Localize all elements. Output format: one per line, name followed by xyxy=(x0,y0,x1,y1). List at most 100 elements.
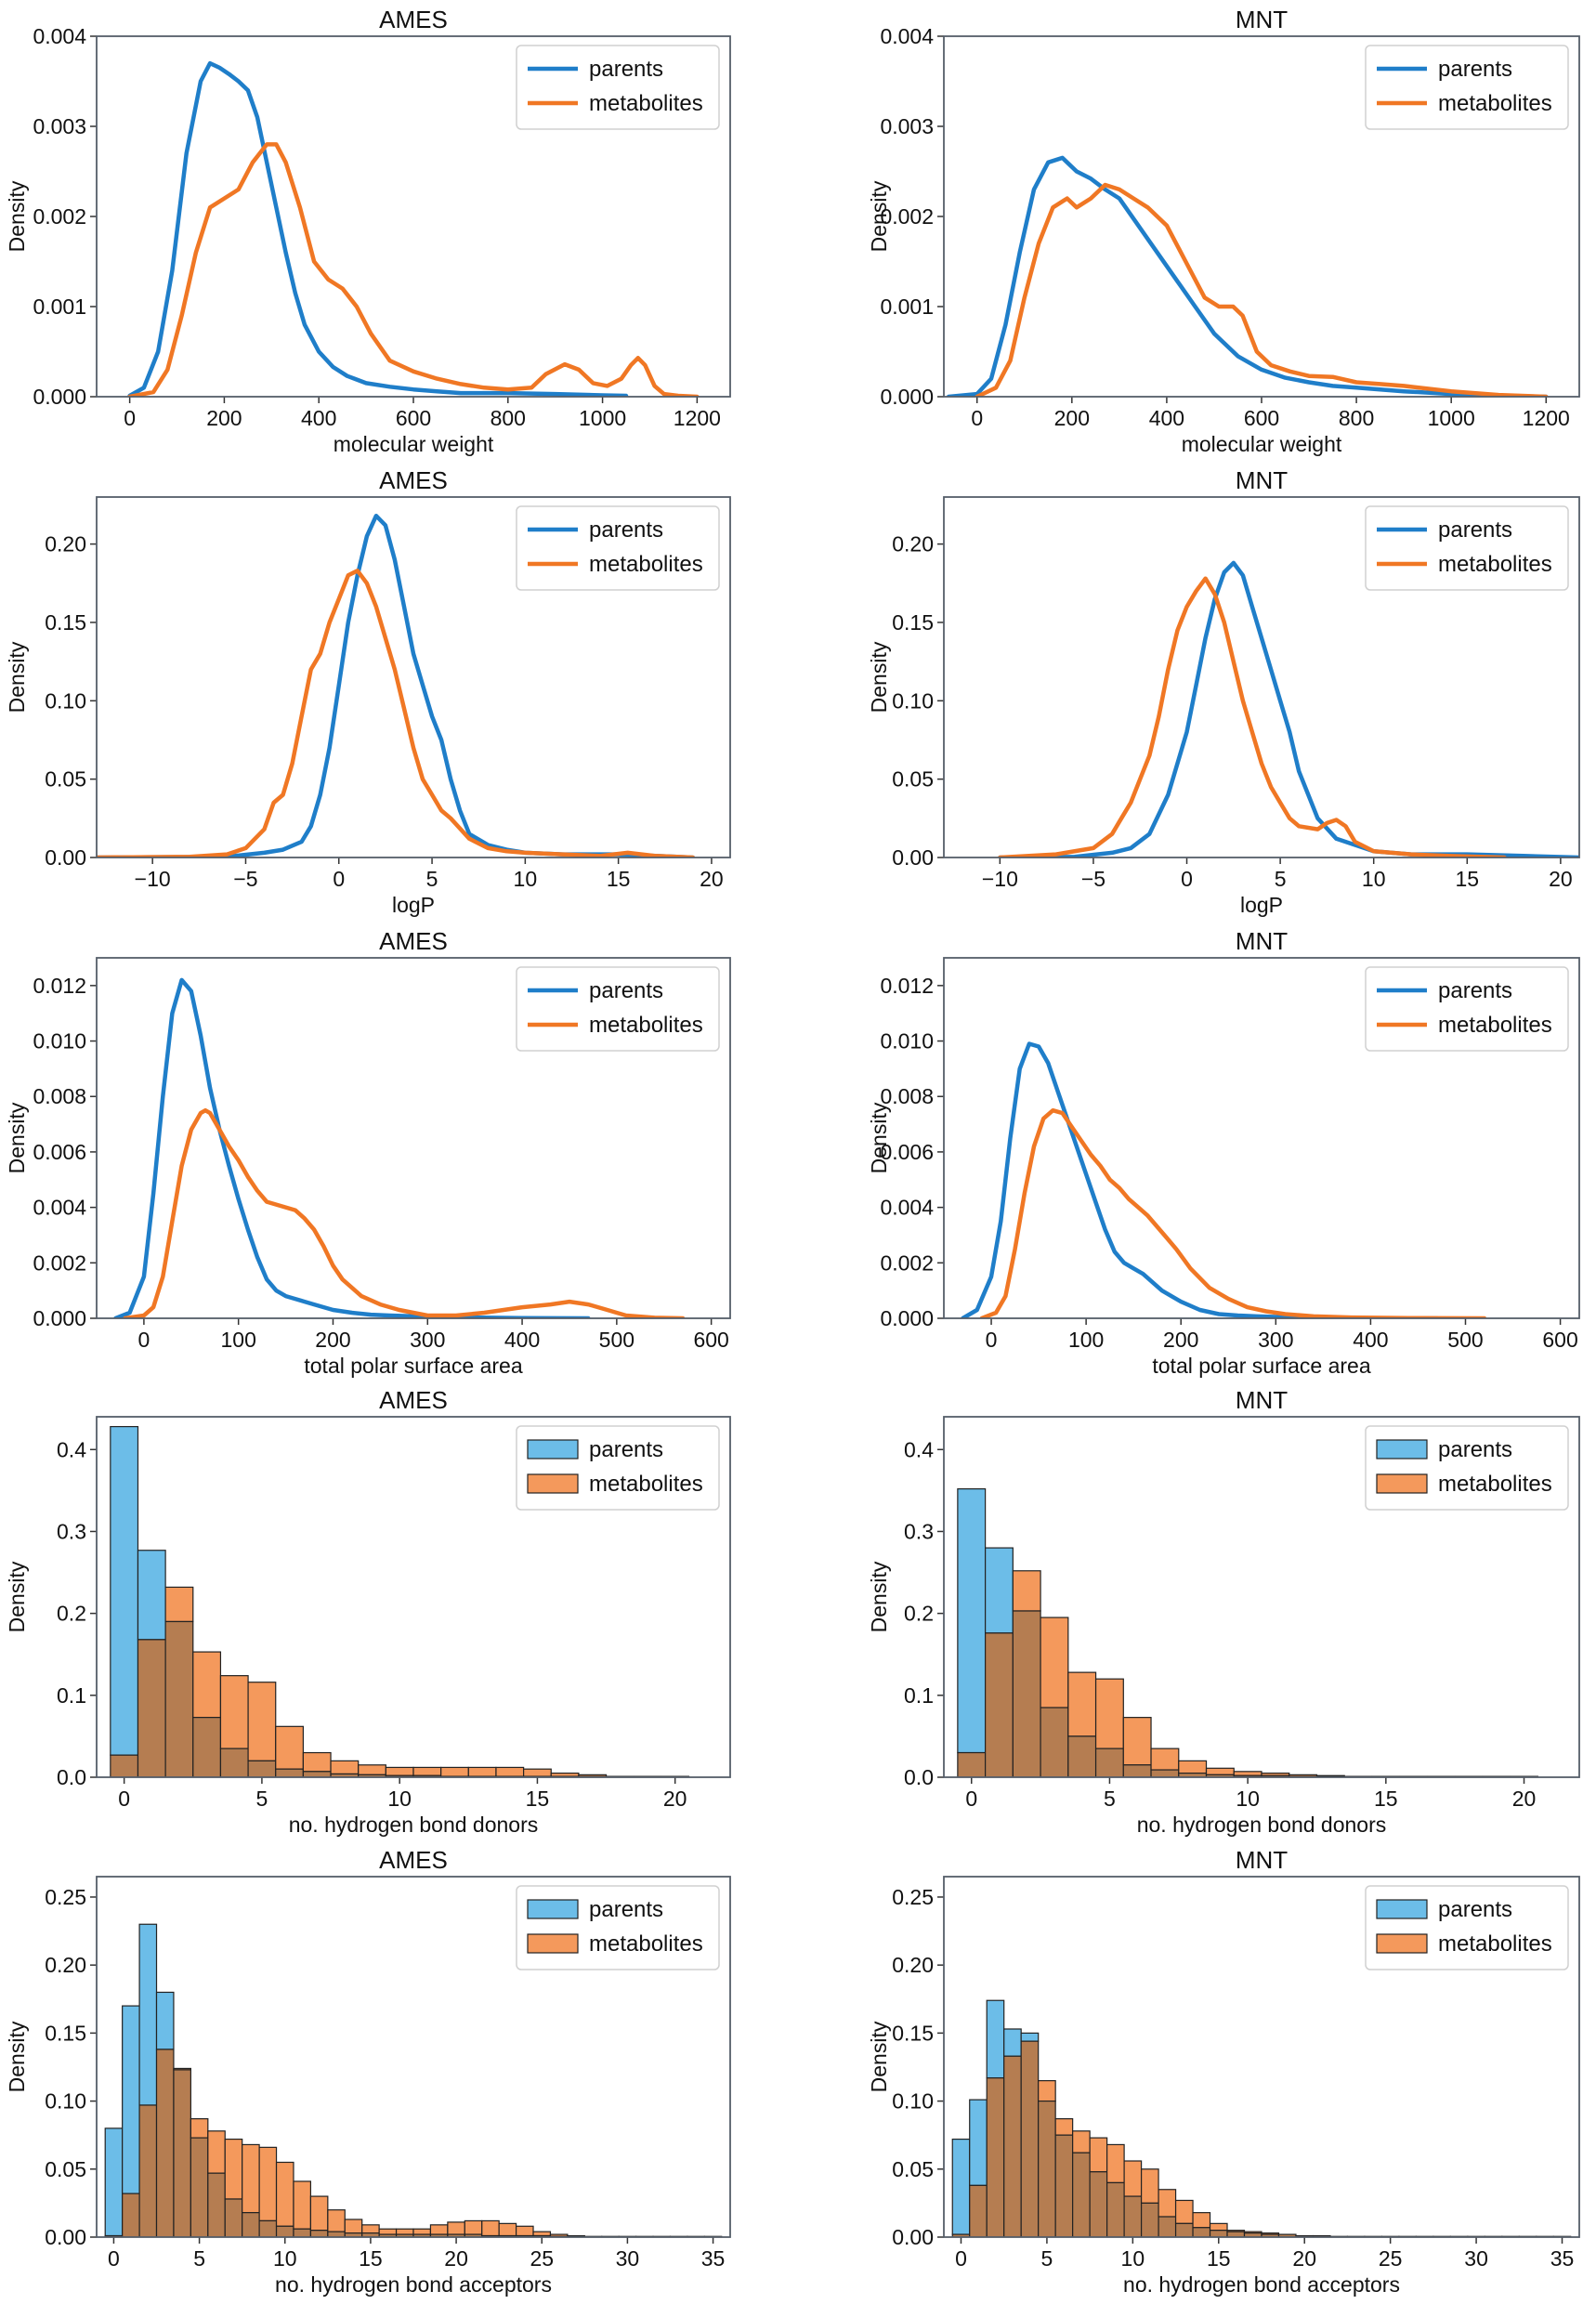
y-tick-label: 0.05 xyxy=(45,767,86,792)
bar-overlap xyxy=(1176,2223,1193,2237)
legend-swatch-parents xyxy=(528,1440,578,1459)
y-tick-label: 0.20 xyxy=(45,532,86,556)
x-tick-label: 1200 xyxy=(674,406,721,430)
bar-metabolites xyxy=(331,1761,359,1774)
chart-title: MNT xyxy=(1236,1386,1288,1414)
bar-overlap xyxy=(1090,2172,1106,2237)
bar-overlap xyxy=(958,1753,986,1777)
x-tick-label: 200 xyxy=(1054,406,1090,430)
bar-overlap xyxy=(1004,2056,1021,2237)
bar-metabolites xyxy=(1179,1761,1207,1773)
y-tick-label: 0.05 xyxy=(892,767,934,792)
x-tick-label: 20 xyxy=(444,2246,468,2271)
bar-overlap xyxy=(165,1621,193,1777)
x-tick-label: 5 xyxy=(1104,1787,1116,1811)
y-tick-label: 0.012 xyxy=(880,974,934,998)
bar-overlap xyxy=(1013,1611,1040,1777)
bar-parents xyxy=(137,1551,165,1640)
chart-title: MNT xyxy=(1236,1846,1288,1874)
bar-metabolites xyxy=(379,2229,396,2234)
bar-metabolites xyxy=(397,2229,413,2234)
y-tick-label: 0.004 xyxy=(33,24,86,48)
legend-label: metabolites xyxy=(589,1931,703,1957)
legend-label: metabolites xyxy=(589,1472,703,1497)
chart-title: AMES xyxy=(379,1846,448,1874)
bar-metabolites xyxy=(441,1767,469,1776)
bar-overlap xyxy=(123,2193,139,2237)
x-axis-label: no. hydrogen bond donors xyxy=(289,1813,539,1837)
x-tick-label: 25 xyxy=(1379,2246,1403,2271)
y-tick-label: 0.15 xyxy=(45,2021,86,2045)
bar-overlap xyxy=(220,1748,248,1777)
chart-title: AMES xyxy=(379,927,448,955)
y-tick-label: 0.10 xyxy=(45,2089,86,2114)
y-tick-label: 0.002 xyxy=(880,1250,934,1275)
x-tick-label: 15 xyxy=(607,867,631,891)
x-tick-label: 15 xyxy=(1374,1787,1398,1811)
x-tick-label: −10 xyxy=(135,867,171,891)
bar-overlap xyxy=(1123,1765,1151,1777)
x-tick-label: −5 xyxy=(1081,867,1105,891)
x-tick-label: 600 xyxy=(1542,1328,1577,1352)
bar-metabolites xyxy=(1210,2223,1227,2230)
legend-label: metabolites xyxy=(589,91,703,116)
density-line-metabolites xyxy=(1000,579,1504,857)
y-tick-label: 0.15 xyxy=(45,610,86,635)
bar-metabolites xyxy=(328,2210,345,2232)
bar-metabolites xyxy=(413,2229,430,2234)
legend-label: parents xyxy=(1438,978,1512,1003)
bar-overlap xyxy=(276,1769,304,1777)
x-tick-label: 20 xyxy=(1549,867,1573,891)
x-tick-label: 0 xyxy=(955,2246,967,2271)
x-tick-label: 5 xyxy=(426,867,438,891)
bar-metabolites xyxy=(190,2119,207,2138)
x-tick-label: 400 xyxy=(1149,406,1184,430)
y-tick-label: 0.10 xyxy=(892,688,934,713)
bar-metabolites xyxy=(220,1676,248,1748)
histogram-bars xyxy=(952,2000,1571,2237)
x-tick-label: 10 xyxy=(1236,1787,1260,1811)
bar-parents xyxy=(111,1427,138,1756)
x-tick-label: 0 xyxy=(971,406,983,430)
legend-label: parents xyxy=(1438,1897,1512,1922)
legend-swatch-metabolites xyxy=(528,1474,578,1493)
bar-metabolites xyxy=(362,2225,379,2233)
x-tick-label: 800 xyxy=(491,406,526,430)
x-tick-label: 300 xyxy=(410,1328,445,1352)
x-tick-label: 100 xyxy=(220,1328,255,1352)
bar-metabolites xyxy=(345,2219,361,2233)
y-tick-label: 0.00 xyxy=(892,2225,934,2249)
density-line-metabolites xyxy=(97,570,693,857)
y-tick-label: 0.20 xyxy=(45,1953,86,1977)
x-tick-label: 15 xyxy=(1207,2246,1231,2271)
histogram-bars xyxy=(958,1489,1538,1777)
bar-overlap xyxy=(137,1640,165,1777)
y-tick-label: 0.1 xyxy=(904,1683,934,1708)
bar-overlap xyxy=(294,2229,310,2237)
y-tick-label: 0.25 xyxy=(45,1885,86,1909)
bar-overlap xyxy=(277,2226,294,2237)
legend-label: metabolites xyxy=(589,552,703,577)
bar-metabolites xyxy=(1040,1617,1068,1708)
x-tick-label: 30 xyxy=(616,2246,640,2271)
bar-parents xyxy=(1004,2029,1021,2056)
bar-overlap xyxy=(157,2049,174,2237)
legend-label: parents xyxy=(589,978,663,1003)
bar-metabolites xyxy=(524,1769,552,1776)
x-tick-label: 0 xyxy=(333,867,345,891)
histogram-bars xyxy=(105,1924,722,2237)
x-tick-label: 10 xyxy=(514,867,538,891)
bar-overlap xyxy=(1107,2182,1124,2237)
bar-overlap xyxy=(970,2185,987,2237)
density-line-metabolites xyxy=(130,144,698,397)
bar-metabolites xyxy=(1096,1679,1124,1748)
y-axis-label: Density xyxy=(867,1561,891,1632)
legend-label: parents xyxy=(1438,517,1512,543)
bar-parents xyxy=(958,1489,986,1753)
y-tick-label: 0.2 xyxy=(904,1602,934,1626)
bar-overlap xyxy=(1151,1770,1179,1777)
y-axis-label: Density xyxy=(867,180,891,252)
